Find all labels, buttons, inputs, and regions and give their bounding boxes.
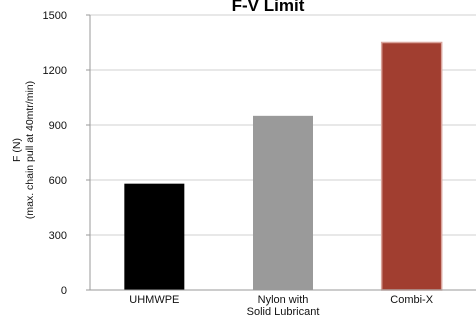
y-axis-label: F (N) (max. chain pull at 40mtr/min) bbox=[11, 81, 36, 219]
y-axis-label-line-1: F (N) bbox=[11, 138, 23, 162]
axes bbox=[86, 14, 476, 291]
x-category-label: Nylon with bbox=[258, 294, 309, 306]
y-tick-label: 600 bbox=[49, 175, 67, 187]
y-tick-label: 0 bbox=[61, 285, 67, 297]
chart-title: F-V Limit bbox=[232, 0, 305, 15]
bar-combi-x bbox=[380, 41, 443, 291]
bar-nylon-with-solid-lubricant bbox=[253, 115, 313, 290]
bar-uhmwpe bbox=[124, 183, 185, 290]
y-tick-labels: 0 300 600 900 1200 1500 bbox=[43, 10, 67, 297]
y-tick-label: 1200 bbox=[43, 65, 67, 77]
x-category-label: Solid Lubricant bbox=[247, 306, 320, 318]
bars bbox=[124, 41, 443, 291]
y-tick-label: 1500 bbox=[43, 10, 67, 22]
y-axis-label-line-2: (max. chain pull at 40mtr/min) bbox=[24, 81, 36, 219]
x-category-label: UHMWPE bbox=[129, 294, 179, 306]
x-category-label: Combi-X bbox=[390, 294, 433, 306]
y-tick-label: 900 bbox=[49, 120, 67, 132]
y-tick-label: 300 bbox=[49, 230, 67, 242]
